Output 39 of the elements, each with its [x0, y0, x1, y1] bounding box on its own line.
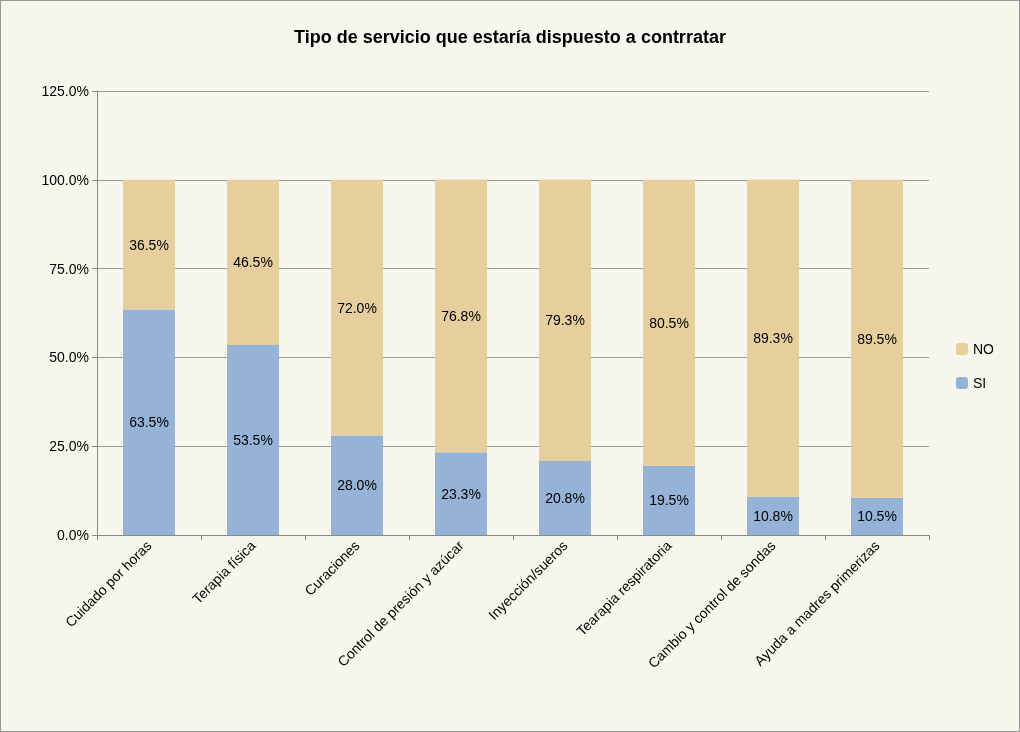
y-tick-label: 50.0%	[49, 349, 89, 366]
bar	[643, 465, 695, 535]
data-label: 23.3%	[441, 485, 481, 502]
bar	[123, 179, 175, 310]
data-label: 53.5%	[233, 431, 273, 448]
bar	[331, 179, 383, 436]
data-label: 10.8%	[753, 507, 793, 524]
y-tick-label: 100.0%	[41, 171, 89, 188]
bar	[331, 435, 383, 535]
data-label: 28.0%	[337, 477, 377, 494]
bar	[227, 179, 279, 345]
bar	[227, 344, 279, 535]
data-label: 72.0%	[337, 299, 377, 316]
y-tick-label: 0.0%	[57, 527, 89, 543]
bar	[539, 461, 591, 535]
bar	[643, 179, 695, 466]
data-label: 36.5%	[129, 236, 169, 253]
data-label: 20.8%	[545, 490, 585, 507]
data-label: 46.5%	[233, 254, 273, 271]
data-label: 79.3%	[545, 312, 585, 329]
bar	[435, 452, 487, 535]
bar	[123, 309, 175, 535]
bar	[539, 179, 591, 462]
legend-label: SI	[973, 375, 987, 391]
data-label: 10.5%	[857, 508, 897, 525]
data-label: 89.5%	[857, 330, 897, 347]
bar	[851, 179, 903, 498]
data-label: 80.5%	[649, 314, 689, 331]
data-label: 19.5%	[649, 492, 689, 509]
chart-title: Tipo de servicio que estaría dispuesto a contrratar	[294, 27, 726, 47]
data-label: 76.8%	[441, 307, 481, 324]
data-label: 89.3%	[753, 330, 793, 347]
y-tick-label: 75.0%	[49, 260, 89, 277]
y-tick-label: 25.0%	[49, 438, 89, 455]
legend-label: NO	[973, 341, 995, 357]
data-label: 63.5%	[129, 414, 169, 431]
bar	[435, 179, 487, 453]
bar	[747, 179, 799, 497]
y-tick-label: 125.0%	[41, 83, 89, 99]
